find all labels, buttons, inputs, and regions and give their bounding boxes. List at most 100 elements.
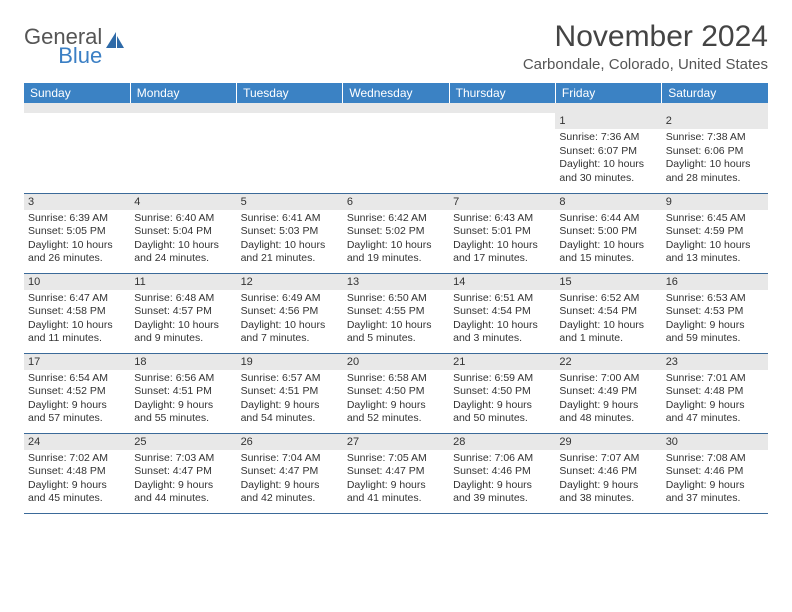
day-info: Sunrise: 6:57 AMSunset: 4:51 PMDaylight:… [241, 372, 339, 427]
day-cell: 27 Sunrise: 7:05 AMSunset: 4:47 PMDayligh… [343, 433, 449, 513]
day-cell: 23 Sunrise: 7:01 AMSunset: 4:48 PMDayligh… [662, 353, 768, 433]
day-number: 13 [343, 274, 449, 290]
day-number: 24 [24, 434, 130, 450]
day-cell: 29 Sunrise: 7:07 AMSunset: 4:46 PMDayligh… [555, 433, 661, 513]
day-info: Sunrise: 7:00 AMSunset: 4:49 PMDaylight:… [559, 372, 657, 427]
day-number: 12 [237, 274, 343, 290]
day-cell: 16Sunrise: 6:53 AMSunset: 4:53 PMDayligh… [662, 273, 768, 353]
day-number: 28 [449, 434, 555, 450]
day-cell: 20 Sunrise: 6:58 AMSunset: 4:50 PMDayligh… [343, 353, 449, 433]
day-info: Sunrise: 6:56 AMSunset: 4:51 PMDaylight:… [134, 372, 232, 427]
day-cell: 13 Sunrise: 6:50 AMSunset: 4:55 PMDayligh… [343, 273, 449, 353]
day-cell: 2Sunrise: 7:38 AMSunset: 6:06 PMDaylight… [662, 113, 768, 193]
title-block: November 2024 Carbondale, Colorado, Unit… [523, 20, 768, 73]
day-cell: 17 Sunrise: 6:54 AMSunset: 4:52 PMDayligh… [24, 353, 130, 433]
day-cell [343, 113, 449, 193]
day-cell: 19 Sunrise: 6:57 AMSunset: 4:51 PMDayligh… [237, 353, 343, 433]
day-number: 5 [237, 194, 343, 210]
day-number: 19 [237, 354, 343, 370]
week-row: 17 Sunrise: 6:54 AMSunset: 4:52 PMDayligh… [24, 353, 768, 433]
day-number: 4 [130, 194, 236, 210]
day-number: 30 [662, 434, 768, 450]
day-number: 25 [130, 434, 236, 450]
day-info: Sunrise: 6:52 AMSunset: 4:54 PMDaylight:… [559, 292, 657, 347]
day-cell: 15Sunrise: 6:52 AMSunset: 4:54 PMDayligh… [555, 273, 661, 353]
logo: General Blue [24, 20, 126, 67]
spacer-row [24, 103, 768, 113]
day-info: Sunrise: 6:39 AMSunset: 5:05 PMDaylight:… [28, 212, 126, 267]
day-info: Sunrise: 6:43 AMSunset: 5:01 PMDaylight:… [453, 212, 551, 267]
day-cell: 7 Sunrise: 6:43 AMSunset: 5:01 PMDaylight… [449, 193, 555, 273]
day-info: Sunrise: 6:42 AMSunset: 5:02 PMDaylight:… [347, 212, 445, 267]
day-number: 21 [449, 354, 555, 370]
day-info: Sunrise: 7:08 AMSunset: 4:46 PMDaylight:… [666, 452, 764, 507]
day-number: 8 [555, 194, 661, 210]
day-info: Sunrise: 7:02 AMSunset: 4:48 PMDaylight:… [28, 452, 126, 507]
day-cell: 28 Sunrise: 7:06 AMSunset: 4:46 PMDayligh… [449, 433, 555, 513]
day-info: Sunrise: 6:54 AMSunset: 4:52 PMDaylight:… [28, 372, 126, 427]
location-text: Carbondale, Colorado, United States [523, 56, 768, 73]
day-cell: 26Sunrise: 7:04 AMSunset: 4:47 PMDayligh… [237, 433, 343, 513]
day-number: 27 [343, 434, 449, 450]
day-number: 23 [662, 354, 768, 370]
day-number: 26 [237, 434, 343, 450]
day-cell: 12 Sunrise: 6:49 AMSunset: 4:56 PMDayligh… [237, 273, 343, 353]
day-number: 17 [24, 354, 130, 370]
day-info: Sunrise: 6:45 AMSunset: 4:59 PMDaylight:… [666, 212, 764, 267]
day-info: Sunrise: 7:05 AMSunset: 4:47 PMDaylight:… [347, 452, 445, 507]
page-header: General Blue November 2024 Carbondale, C… [24, 20, 768, 73]
day-info: Sunrise: 6:40 AMSunset: 5:04 PMDaylight:… [134, 212, 232, 267]
day-cell [237, 113, 343, 193]
weekday-header: Friday [555, 83, 661, 103]
sail-icon [104, 30, 126, 57]
day-number: 20 [343, 354, 449, 370]
day-cell: 8 Sunrise: 6:44 AMSunset: 5:00 PMDaylight… [555, 193, 661, 273]
day-info: Sunrise: 6:41 AMSunset: 5:03 PMDaylight:… [241, 212, 339, 267]
day-info: Sunrise: 6:47 AMSunset: 4:58 PMDaylight:… [28, 292, 126, 347]
day-number: 6 [343, 194, 449, 210]
day-info: Sunrise: 6:49 AMSunset: 4:56 PMDaylight:… [241, 292, 339, 347]
weekday-header-row: SundayMondayTuesdayWednesdayThursdayFrid… [24, 83, 768, 103]
day-cell [130, 113, 236, 193]
day-number: 16 [662, 274, 768, 290]
day-info: Sunrise: 6:44 AMSunset: 5:00 PMDaylight:… [559, 212, 657, 267]
weekday-header: Thursday [449, 83, 555, 103]
day-cell: 21 Sunrise: 6:59 AMSunset: 4:50 PMDayligh… [449, 353, 555, 433]
day-cell [449, 113, 555, 193]
weekday-header: Sunday [24, 83, 130, 103]
calendar-page: General Blue November 2024 Carbondale, C… [0, 0, 792, 534]
day-cell: 3Sunrise: 6:39 AMSunset: 5:05 PMDaylight… [24, 193, 130, 273]
weekday-header: Monday [130, 83, 236, 103]
day-info: Sunrise: 7:36 AMSunset: 6:07 PMDaylight:… [559, 131, 657, 186]
day-cell: 1 Sunrise: 7:36 AMSunset: 6:07 PMDaylight… [555, 113, 661, 193]
day-cell: 6 Sunrise: 6:42 AMSunset: 5:02 PMDaylight… [343, 193, 449, 273]
day-cell [24, 113, 130, 193]
day-number: 7 [449, 194, 555, 210]
day-info: Sunrise: 6:50 AMSunset: 4:55 PMDaylight:… [347, 292, 445, 347]
weekday-header: Wednesday [343, 83, 449, 103]
day-info: Sunrise: 7:06 AMSunset: 4:46 PMDaylight:… [453, 452, 551, 507]
day-cell: 18Sunrise: 6:56 AMSunset: 4:51 PMDayligh… [130, 353, 236, 433]
day-info: Sunrise: 7:07 AMSunset: 4:46 PMDaylight:… [559, 452, 657, 507]
day-info: Sunrise: 7:01 AMSunset: 4:48 PMDaylight:… [666, 372, 764, 427]
week-row: 10 Sunrise: 6:47 AMSunset: 4:58 PMDayligh… [24, 273, 768, 353]
day-cell: 14 Sunrise: 6:51 AMSunset: 4:54 PMDayligh… [449, 273, 555, 353]
week-row: 1 Sunrise: 7:36 AMSunset: 6:07 PMDaylight… [24, 113, 768, 193]
weekday-header: Tuesday [237, 83, 343, 103]
day-info: Sunrise: 6:58 AMSunset: 4:50 PMDaylight:… [347, 372, 445, 427]
day-number: 10 [24, 274, 130, 290]
day-cell: 22 Sunrise: 7:00 AMSunset: 4:49 PMDayligh… [555, 353, 661, 433]
week-row: 24 Sunrise: 7:02 AMSunset: 4:48 PMDayligh… [24, 433, 768, 513]
day-number: 29 [555, 434, 661, 450]
day-info: Sunrise: 7:38 AMSunset: 6:06 PMDaylight:… [666, 131, 764, 186]
calendar-table: SundayMondayTuesdayWednesdayThursdayFrid… [24, 83, 768, 514]
day-cell: 5 Sunrise: 6:41 AMSunset: 5:03 PMDaylight… [237, 193, 343, 273]
day-number: 22 [555, 354, 661, 370]
day-info: Sunrise: 6:51 AMSunset: 4:54 PMDaylight:… [453, 292, 551, 347]
day-number: 1 [555, 113, 661, 129]
day-number: 14 [449, 274, 555, 290]
day-info: Sunrise: 6:59 AMSunset: 4:50 PMDaylight:… [453, 372, 551, 427]
month-title: November 2024 [523, 20, 768, 54]
day-number: 11 [130, 274, 236, 290]
weekday-header: Saturday [662, 83, 768, 103]
